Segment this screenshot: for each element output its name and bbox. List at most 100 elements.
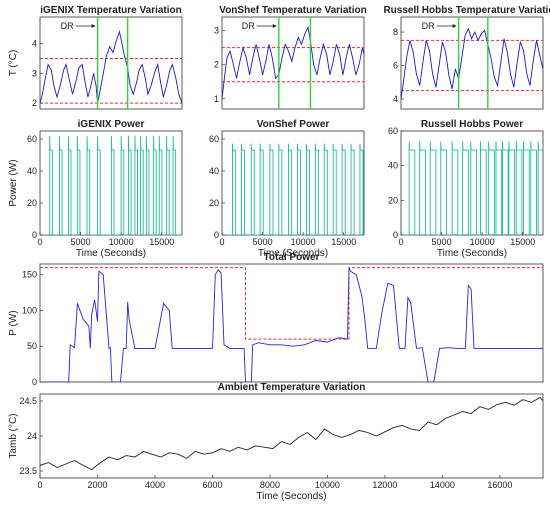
y-tick-label: 20 bbox=[27, 198, 37, 208]
plot-area bbox=[401, 141, 543, 235]
y-tick-label: 0 bbox=[393, 230, 398, 240]
plot-area bbox=[40, 396, 543, 471]
chart-panel-russell-power: Russell Hobbs Power 0 20 40 60 0 5000 10000 1500… bbox=[388, 119, 544, 259]
chart-panel-total-power: Total Power 0 50 100 150 P (W) bbox=[8, 252, 544, 387]
y-tick-label: 24 bbox=[27, 431, 37, 441]
y-tick-label: 40 bbox=[27, 166, 37, 176]
series-line-vonshef-temp bbox=[222, 25, 364, 99]
y-axis-label: Power (W) bbox=[8, 159, 19, 206]
x-tick-label: 15000 bbox=[510, 237, 535, 247]
chart-title: iGENIX Power bbox=[78, 119, 145, 130]
x-tick-label: 15000 bbox=[149, 237, 174, 247]
y-tick-label: 20 bbox=[209, 198, 219, 208]
series-line-total-power bbox=[40, 267, 543, 382]
dr-arrowhead bbox=[272, 24, 277, 28]
y-tick-label: 0 bbox=[32, 230, 37, 240]
chart-panel-vonshef-temp: VonShef Temperature Variation 1 2 3 DR bbox=[214, 5, 367, 110]
y-axis-label: P (W) bbox=[8, 310, 19, 335]
x-tick-label: 5000 bbox=[432, 237, 452, 247]
y-tick-label: 1 bbox=[214, 94, 219, 104]
x-tick-label: 10000 bbox=[109, 237, 134, 247]
x-tick-label: 10000 bbox=[315, 480, 340, 490]
y-tick-label: 40 bbox=[209, 166, 219, 176]
dr-annotation-label: DR bbox=[242, 21, 255, 31]
chart-title: VonShef Power bbox=[257, 119, 330, 130]
y-tick-label: 6 bbox=[393, 61, 398, 71]
y-tick-label: 3 bbox=[32, 68, 37, 78]
chart-panel-ambient-temp: Ambient Temperature Variation 23.5 24 24.5 0… bbox=[8, 382, 544, 502]
dr-arrowhead bbox=[452, 24, 457, 28]
chart-title: Russell Hobbs Temperature Variation bbox=[383, 5, 550, 16]
y-tick-label: 60 bbox=[209, 134, 219, 144]
x-tick-label: 5000 bbox=[71, 237, 91, 247]
plot-frame bbox=[39, 393, 544, 479]
chart-title: Russell Hobbs Power bbox=[421, 119, 523, 130]
y-tick-label: 4 bbox=[393, 94, 398, 104]
x-tick-label: 16000 bbox=[487, 480, 512, 490]
plot-frame bbox=[221, 130, 365, 236]
pulse-series-igenix-power bbox=[40, 135, 182, 235]
y-tick-label: 24.5 bbox=[19, 396, 37, 406]
x-tick-label: 0 bbox=[398, 237, 403, 247]
chart-title: Total Power bbox=[264, 252, 320, 263]
x-tick-label: 0 bbox=[219, 237, 224, 247]
plot-frame bbox=[39, 263, 544, 383]
power-limit-line bbox=[40, 267, 543, 340]
plot-frame bbox=[39, 16, 183, 110]
y-tick-label: 50 bbox=[27, 341, 37, 351]
pulse-series-russell-power bbox=[401, 141, 543, 235]
x-tick-label: 10000 bbox=[291, 237, 316, 247]
series-line-ambient-temp bbox=[40, 396, 543, 471]
plot-frame bbox=[221, 16, 365, 110]
x-tick-label: 0 bbox=[37, 480, 42, 490]
x-axis-label: Time (Seconds) bbox=[258, 248, 328, 259]
x-tick-label: 0 bbox=[37, 237, 42, 247]
plot-frame bbox=[400, 130, 544, 236]
chart-title: Ambient Temperature Variation bbox=[218, 382, 366, 393]
x-tick-label: 12000 bbox=[372, 480, 397, 490]
dr-annotation-label: DR bbox=[422, 21, 435, 31]
y-tick-label: 2 bbox=[214, 60, 219, 70]
plot-frame bbox=[400, 16, 544, 110]
dr-arrowhead bbox=[91, 24, 96, 28]
y-tick-label: 23.5 bbox=[19, 466, 37, 476]
plot-area bbox=[40, 135, 182, 235]
chart-panel-vonshef-power: VonShef Power 0 20 40 60 0 5000 10000 15000Time … bbox=[209, 119, 365, 259]
chart-title: iGENIX Temperature Variation bbox=[40, 5, 182, 16]
y-tick-label: 2 bbox=[32, 98, 37, 108]
plot-area bbox=[401, 17, 543, 109]
x-tick-label: 10000 bbox=[470, 237, 495, 247]
x-axis-label: Time (Seconds) bbox=[256, 491, 326, 502]
x-tick-label: 6000 bbox=[202, 480, 222, 490]
x-tick-label: 4000 bbox=[145, 480, 165, 490]
plot-area bbox=[40, 267, 543, 382]
y-tick-label: 40 bbox=[388, 161, 398, 171]
pulse-series-vonshef-power bbox=[222, 143, 364, 235]
chart-title: VonShef Temperature Variation bbox=[219, 5, 366, 16]
plot-area bbox=[222, 17, 364, 109]
y-tick-label: 4 bbox=[32, 39, 37, 49]
x-tick-label: 5000 bbox=[253, 237, 273, 247]
y-tick-label: 60 bbox=[388, 126, 398, 136]
series-line-russell-temp bbox=[401, 27, 543, 100]
series-line-igenix-temp bbox=[40, 30, 182, 104]
y-tick-label: 8 bbox=[393, 27, 398, 37]
y-tick-label: 0 bbox=[214, 230, 219, 240]
chart-panel-igenix-temp: iGENIX Temperature Variation 2 3 4 T (°C) DR bbox=[8, 5, 183, 110]
y-tick-label: 0 bbox=[32, 377, 37, 387]
y-axis-label: T (°C) bbox=[8, 50, 19, 77]
x-tick-label: 2000 bbox=[87, 480, 107, 490]
y-axis-label: Tamb (°C) bbox=[8, 413, 19, 458]
x-tick-label: 14000 bbox=[430, 480, 455, 490]
x-axis-label: Time (Seconds) bbox=[437, 248, 507, 259]
y-tick-label: 150 bbox=[22, 270, 37, 280]
x-tick-label: 15000 bbox=[331, 237, 356, 247]
chart-panel-russell-temp: Russell Hobbs Temperature Variation 4 6 8 DR bbox=[383, 5, 550, 110]
dr-annotation-label: DR bbox=[61, 21, 74, 31]
y-tick-label: 3 bbox=[214, 26, 219, 36]
y-tick-label: 20 bbox=[388, 195, 398, 205]
x-tick-label: 8000 bbox=[260, 480, 280, 490]
y-tick-label: 100 bbox=[22, 305, 37, 315]
